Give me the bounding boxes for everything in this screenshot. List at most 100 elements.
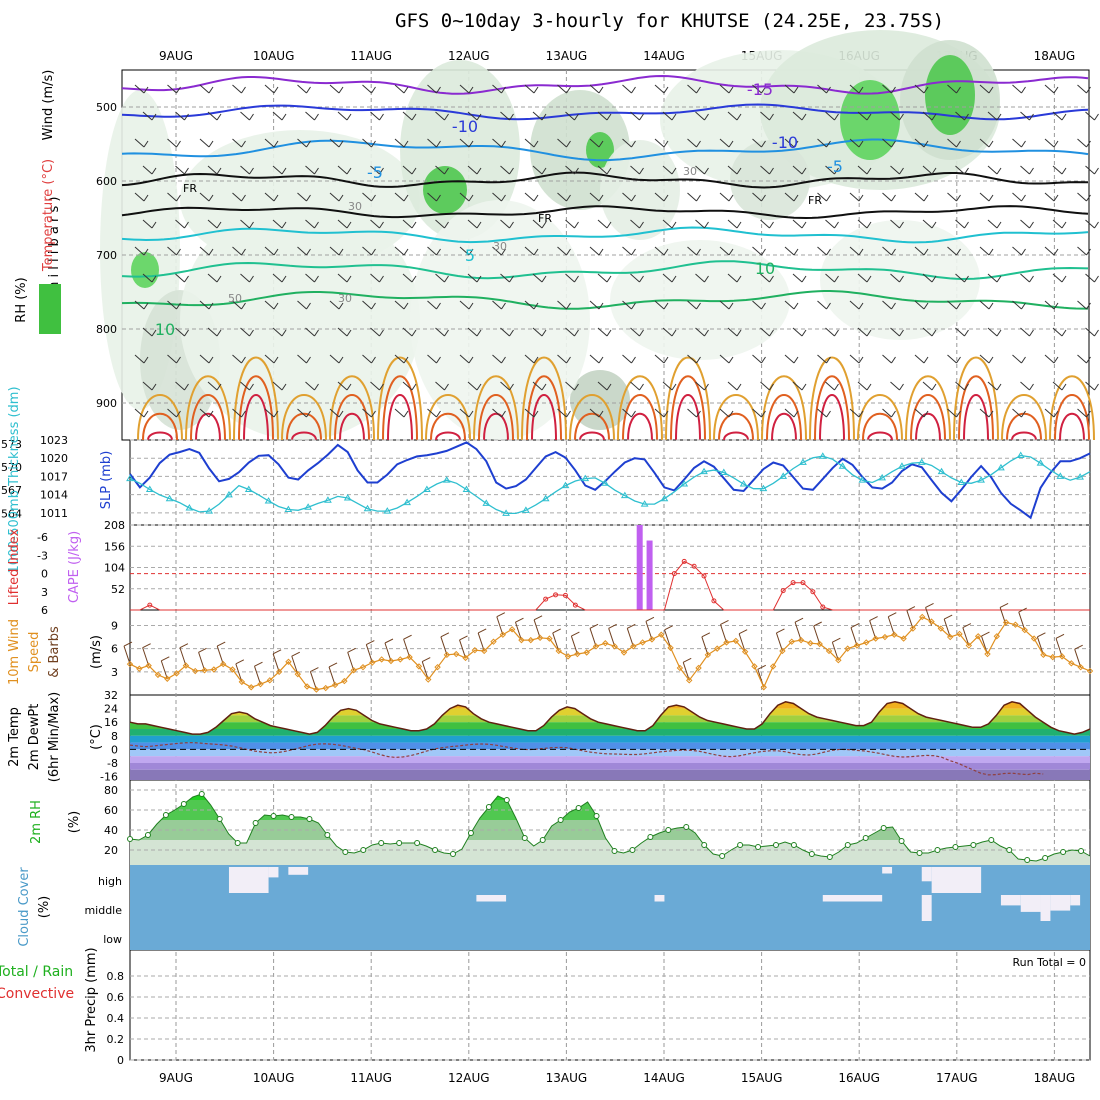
wind-barb [557, 408, 567, 418]
wind-barb [232, 408, 242, 418]
thickness-marker [462, 485, 471, 492]
rh-marker [270, 813, 277, 819]
wind-barb-flag [736, 221, 742, 229]
contour-label: 10 [155, 320, 175, 339]
wind-barb [597, 327, 608, 337]
wind-barb [914, 84, 925, 94]
wind-barb [394, 300, 405, 310]
wind-barb [207, 219, 218, 229]
wind-barb [1052, 111, 1063, 121]
wind-barb-flag [826, 302, 831, 310]
thickness-marker [838, 462, 847, 469]
wind-barb [589, 246, 600, 256]
wind-barb-flag [468, 410, 474, 418]
wind-barb-flag [143, 410, 149, 418]
wind-barb [175, 111, 185, 121]
warm-contour [574, 412, 610, 441]
wind-barb-flag [899, 383, 904, 391]
wind-barb-flag [834, 329, 839, 337]
warm-contours [137, 356, 1095, 441]
wind-speed-marker [974, 633, 982, 640]
wind-barb-flag [310, 667, 319, 673]
wind-barb [557, 84, 567, 94]
wind-barb [727, 381, 738, 391]
wind-barb [1077, 300, 1087, 310]
wind-barb-flag [143, 356, 149, 364]
wind-barb [792, 219, 803, 229]
warm-contour [387, 394, 413, 441]
wind-barb [459, 408, 470, 418]
wind-barb [622, 192, 632, 202]
wind-barb-flag [281, 221, 287, 229]
temp-tick-label: -16 [100, 771, 118, 784]
wind-barb-flag [403, 140, 409, 148]
minmax-axis-label: (6hr Min/Max) [47, 692, 62, 782]
wind-barb [792, 273, 803, 283]
wind-barb [264, 300, 275, 310]
wind-barb [421, 661, 429, 680]
thickness-marker [700, 467, 708, 475]
rh-marker [360, 847, 367, 853]
wind-barb-flag [444, 113, 449, 121]
wind-barb [825, 165, 835, 175]
wind-barb [760, 273, 770, 283]
wind-barb [849, 84, 860, 94]
thickness-marker [898, 462, 906, 469]
wind-barb-flag [249, 113, 254, 121]
wind-barb-flag [988, 248, 994, 256]
wind-barb [630, 381, 640, 391]
wind-barb-flag [379, 329, 384, 337]
wind-barb [955, 165, 965, 175]
wind-barb [272, 273, 283, 283]
lifted-index-marker [553, 592, 559, 598]
warm-contour [862, 412, 898, 441]
wind-barb [199, 84, 210, 94]
wind-speed-marker [620, 649, 628, 656]
contour-label: -10 [452, 117, 478, 136]
warm-contour [713, 394, 759, 441]
wind-barb-flag [996, 221, 1002, 229]
wind-barb [979, 192, 990, 202]
wind-barb [987, 381, 998, 391]
bottom-date-label: 10AUG [253, 1071, 295, 1085]
thickness-marker [383, 507, 392, 514]
wind-speed-marker [397, 656, 404, 663]
wind-barb [1044, 354, 1055, 364]
wind-barb-flag [515, 617, 524, 623]
wind-speed-marker [331, 681, 339, 689]
wind-barb-flag [923, 86, 929, 94]
wind-speed-marker [946, 633, 954, 641]
wind-speed-marker [1049, 653, 1056, 661]
wind-barb-flag [761, 194, 766, 202]
wind-barb-flag [444, 221, 449, 229]
wind-barb-flag [346, 383, 352, 391]
wind-speed-marker [257, 680, 264, 688]
wind-barb-flag [468, 356, 474, 364]
warm-contour [339, 412, 365, 441]
wind-barb [362, 408, 372, 418]
wind-barb-flag [509, 383, 514, 391]
wind-barb-flag [996, 113, 1002, 121]
slp-line [129, 441, 1091, 520]
wind-barb-flag [899, 275, 904, 283]
wind-speed-marker [667, 644, 674, 652]
rh-tick-label: 20 [104, 844, 118, 857]
wind-barb [857, 219, 868, 229]
warm-contour [1001, 394, 1047, 441]
wind-barb [492, 300, 502, 310]
wind-barb [500, 327, 510, 337]
wind-barb-flag [208, 194, 214, 202]
wind-barb-flag [346, 221, 352, 229]
wind-barb [532, 165, 543, 175]
wind-barb [792, 111, 803, 121]
wind-barb [427, 246, 437, 256]
wind-barb [1012, 84, 1022, 94]
wind-barb-flag [793, 356, 799, 364]
wind-barb [947, 192, 957, 202]
contour-label: FR [808, 194, 822, 207]
wind-speed-marker [816, 640, 823, 648]
wind-barb-flag [151, 113, 157, 121]
wind-barb [622, 354, 632, 364]
precip-tick-label: 0.6 [107, 991, 125, 1004]
wind-barb [947, 354, 957, 364]
